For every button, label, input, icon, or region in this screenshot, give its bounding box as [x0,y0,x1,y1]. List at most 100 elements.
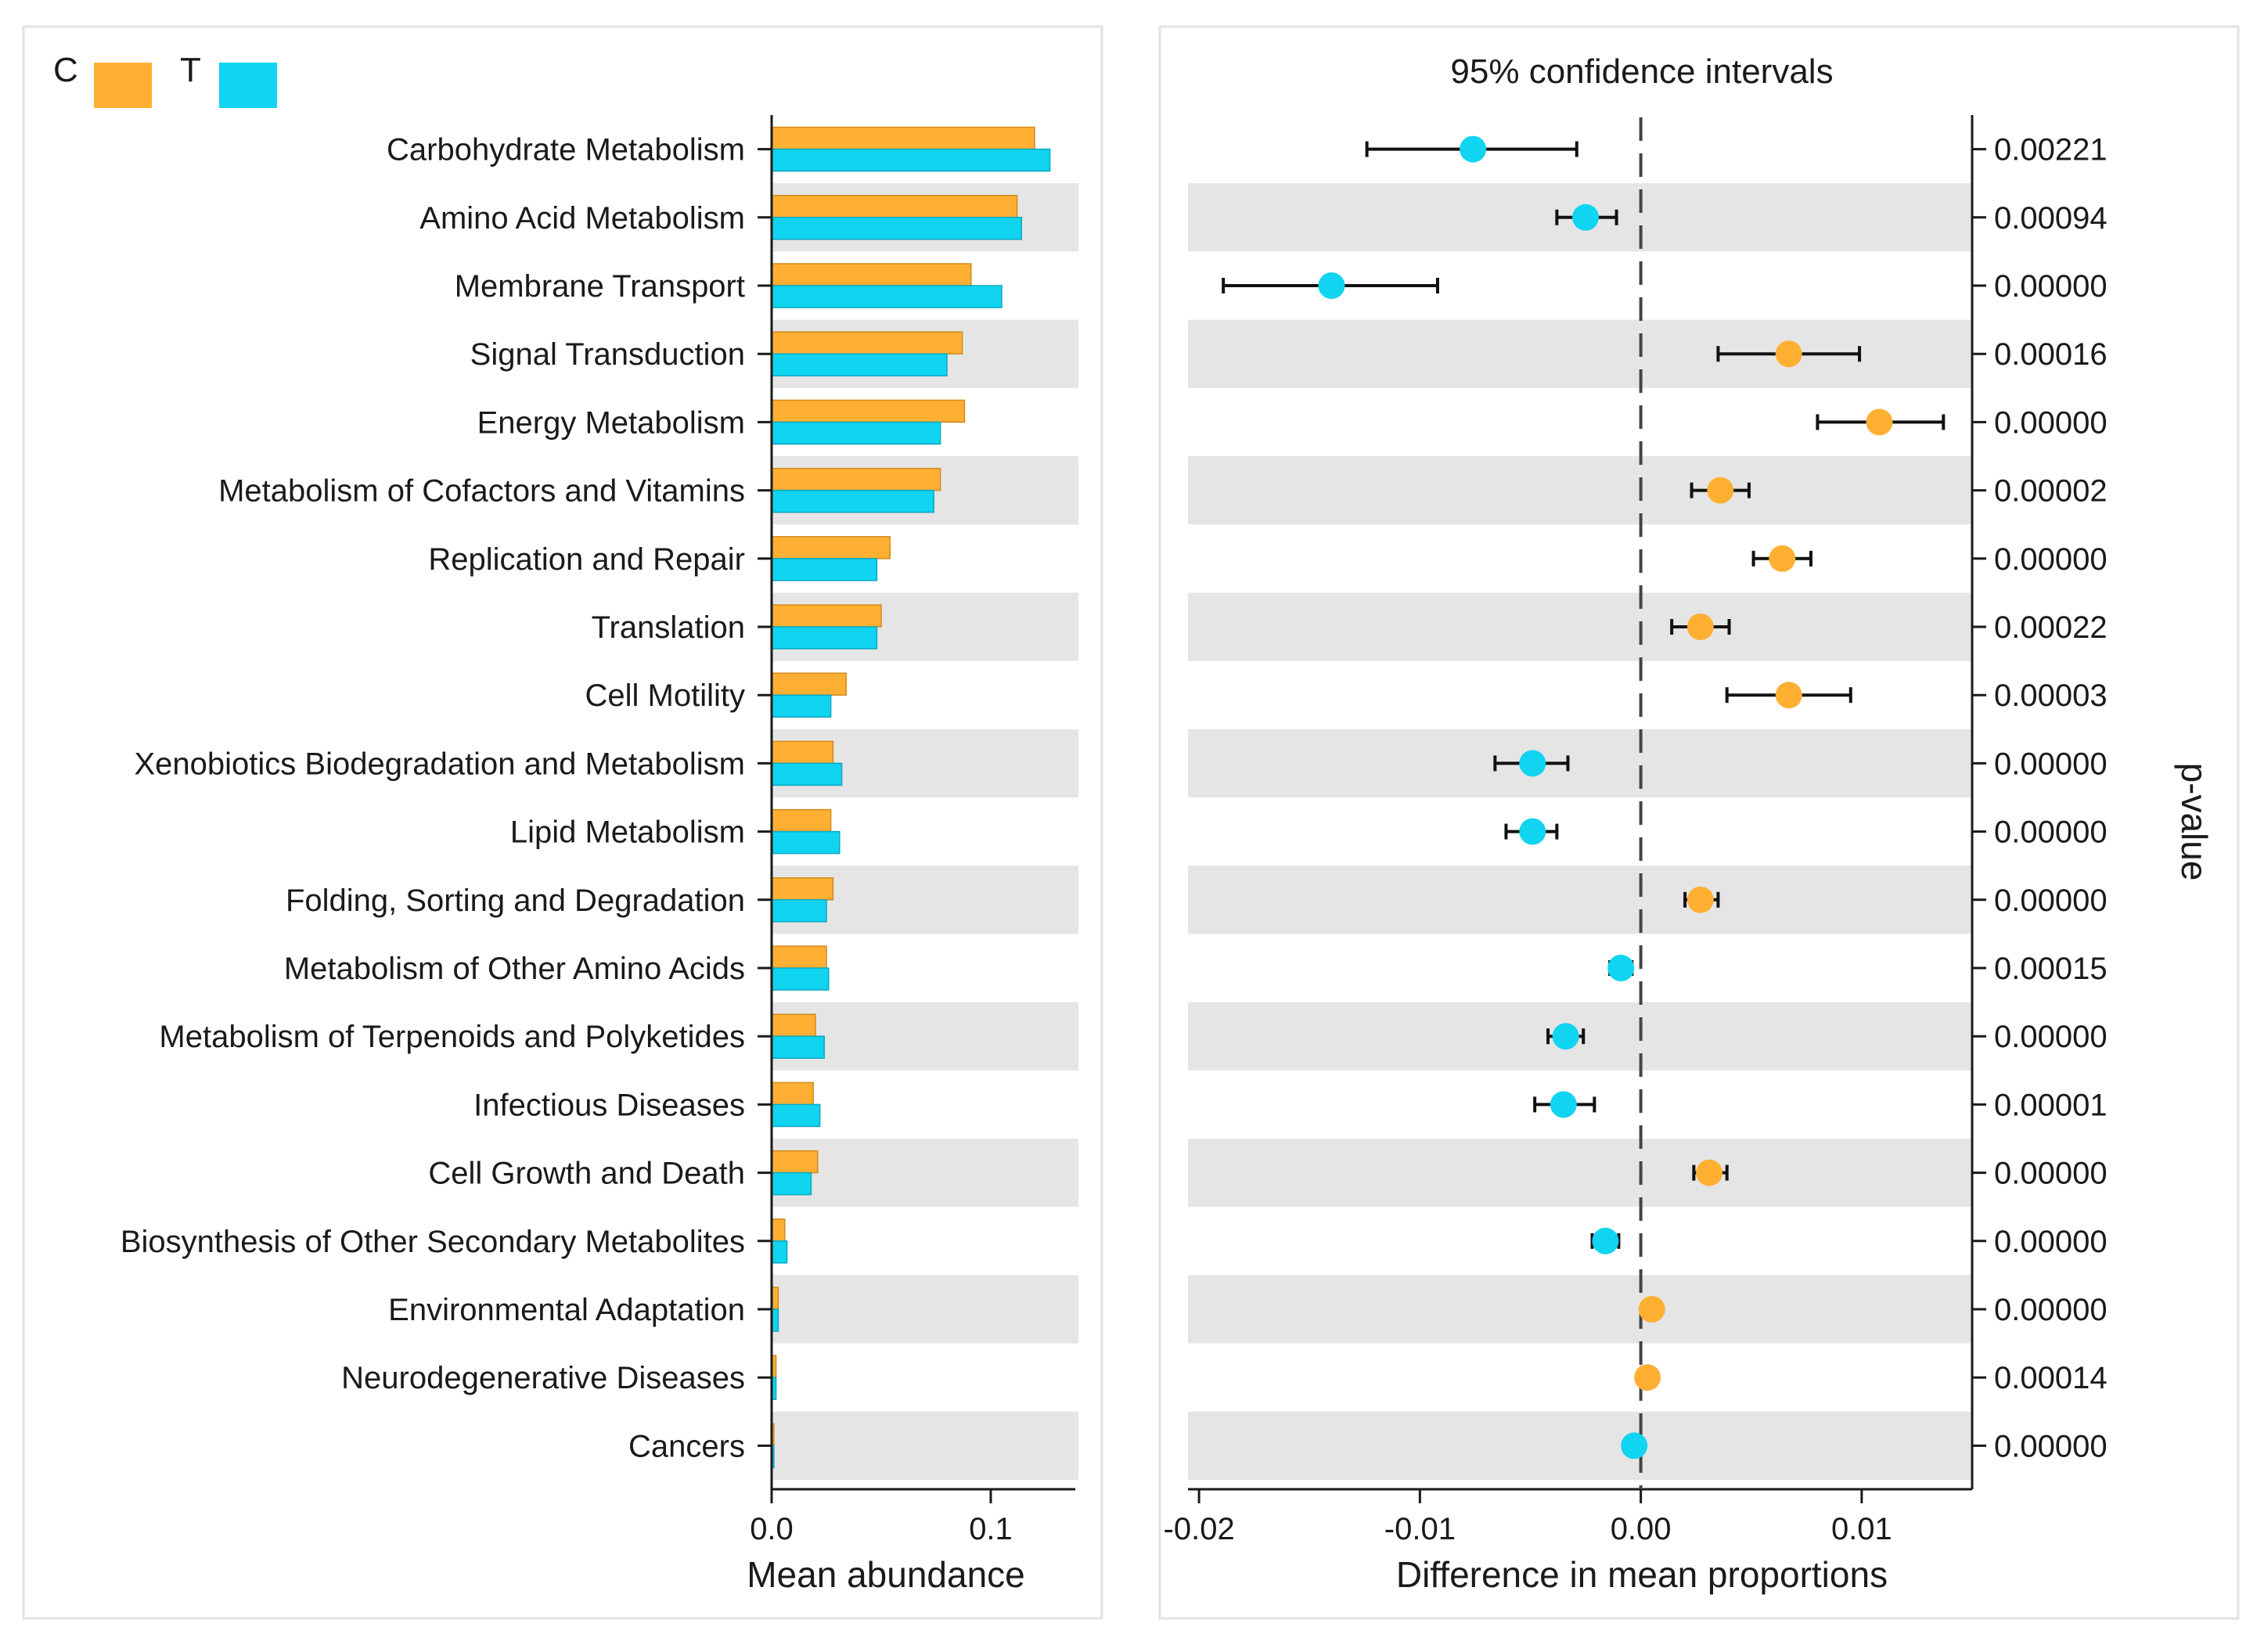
left-x-tick-label: 0.0 [750,1512,794,1546]
bar-t [771,1172,812,1196]
category-label: Metabolism of Other Amino Acids [284,952,745,986]
right-x-tick-label: -0.01 [1384,1512,1456,1546]
bar-t [771,1240,788,1264]
ci-point [1638,1296,1665,1323]
p-value-axis-label: p-value [2174,763,2215,881]
p-value-label: 0.00000 [1994,1225,2108,1259]
category-label: Folding, Sorting and Degradation [286,884,745,918]
bar-c [771,672,847,696]
bar-t [771,558,878,581]
category-label: Environmental Adaptation [388,1293,745,1327]
category-label: Neurodegenerative Diseases [341,1361,745,1395]
bar-t [771,967,830,991]
bar-c [771,945,827,969]
ci-point [1686,886,1714,913]
bar-c [771,604,882,628]
bar-c [771,1082,814,1106]
category-label: Amino Acid Metabolism [419,201,745,236]
p-value-label: 0.00221 [1994,133,2108,167]
left-band-row [772,1411,1078,1480]
left-x-tick-label: 0.1 [969,1512,1013,1546]
bar-t [771,1103,821,1128]
abundance-axis: 0.0 0.1 [750,115,1075,1546]
bar-c [771,467,941,491]
p-value-labels: 0.00221 0.00094 0.00000 0.00016 0.00000 0.000… [1972,133,2108,1463]
right-bands [1188,183,1972,1480]
bar-t [771,762,843,786]
bar-c [771,1218,786,1242]
left-bands [772,183,1078,1480]
p-value-label: 0.00000 [1994,815,2108,850]
bar-c [771,126,1035,150]
category-label: Biosynthesis of Other Secondary Metaboli… [121,1225,745,1259]
category-label: Cancers [628,1429,745,1463]
p-value-label: 0.00022 [1994,610,2108,645]
bar-t [771,148,1051,172]
bar-c [771,399,966,423]
ci-point [1607,955,1635,981]
right-band-row [1188,592,1972,661]
ci-point [1572,203,1600,231]
right-x-tick-label: 0.00 [1611,1512,1672,1546]
right-band-row [1188,1411,1972,1480]
p-value-label: 0.00000 [1994,1157,2108,1191]
p-value-label: 0.00000 [1994,884,2108,918]
category-label: Carbohydrate Metabolism [387,133,745,167]
right-band-row [1188,456,1972,525]
bar-c [771,1150,819,1174]
bar-t [771,626,878,650]
bar-c [771,536,891,560]
ci-point [1550,1091,1577,1118]
bar-t [771,285,1003,308]
p-value-label: 0.00003 [1994,678,2108,713]
legend-c-swatch [94,63,152,108]
difference-axis-label: Difference in mean proportions [1396,1554,1888,1595]
bar-t [771,1035,825,1059]
ci-points [1222,135,1946,1459]
p-value-label: 0.00000 [1994,1293,2108,1327]
right-x-tick-label: 0.01 [1831,1512,1892,1546]
ci-point [1318,272,1345,299]
bar-t [771,353,948,376]
category-labels: Carbohydrate Metabolism Amino Acid Metabo… [121,133,772,1463]
ci-point [1592,1227,1619,1254]
bar-c [771,877,834,901]
ci-point [1686,614,1714,640]
right-band-row [1188,1139,1972,1208]
p-value-label: 0.00000 [1994,1020,2108,1054]
right-band-row [1188,866,1972,934]
ci-chart-title: 95% confidence intervals [1450,52,1833,91]
category-label: Xenobiotics Biodegradation and Metabolis… [135,747,746,781]
right-band-row [1188,729,1972,797]
ci-point [1460,135,1487,163]
p-value-label: 0.00015 [1994,952,2108,986]
category-label: Cell Growth and Death [428,1157,745,1191]
p-value-label: 0.00016 [1994,337,2108,372]
category-label: Cell Motility [585,678,745,713]
p-value-label: 0.00000 [1994,747,2108,781]
category-label: Membrane Transport [455,269,745,304]
bar-c [771,195,1018,218]
category-label: Metabolism of Cofactors and Vitamins [218,474,745,509]
category-label: Metabolism of Terpenoids and Polyketides [159,1020,745,1054]
ci-point [1769,545,1796,572]
category-label: Signal Transduction [470,337,745,372]
bar-t [771,421,941,445]
category-label: Lipid Metabolism [510,815,745,850]
abundance-axis-label: Mean abundance [747,1554,1025,1595]
ci-point [1634,1364,1661,1391]
p-value-label: 0.00000 [1994,405,2108,440]
bar-t [771,217,1022,240]
bar-c [771,1013,816,1037]
ci-point [1707,477,1734,504]
ci-point [1775,340,1802,368]
p-value-label: 0.00001 [1994,1088,2108,1122]
ci-point [1552,1023,1579,1050]
bar-t [771,899,827,923]
bar-t [771,489,934,513]
p-value-label: 0.00002 [1994,474,2108,509]
difference-axis: -0.02 -0.01 0.00 0.01 [1164,115,1974,1546]
ci-point [1519,818,1546,845]
p-value-label: 0.00014 [1994,1361,2108,1395]
